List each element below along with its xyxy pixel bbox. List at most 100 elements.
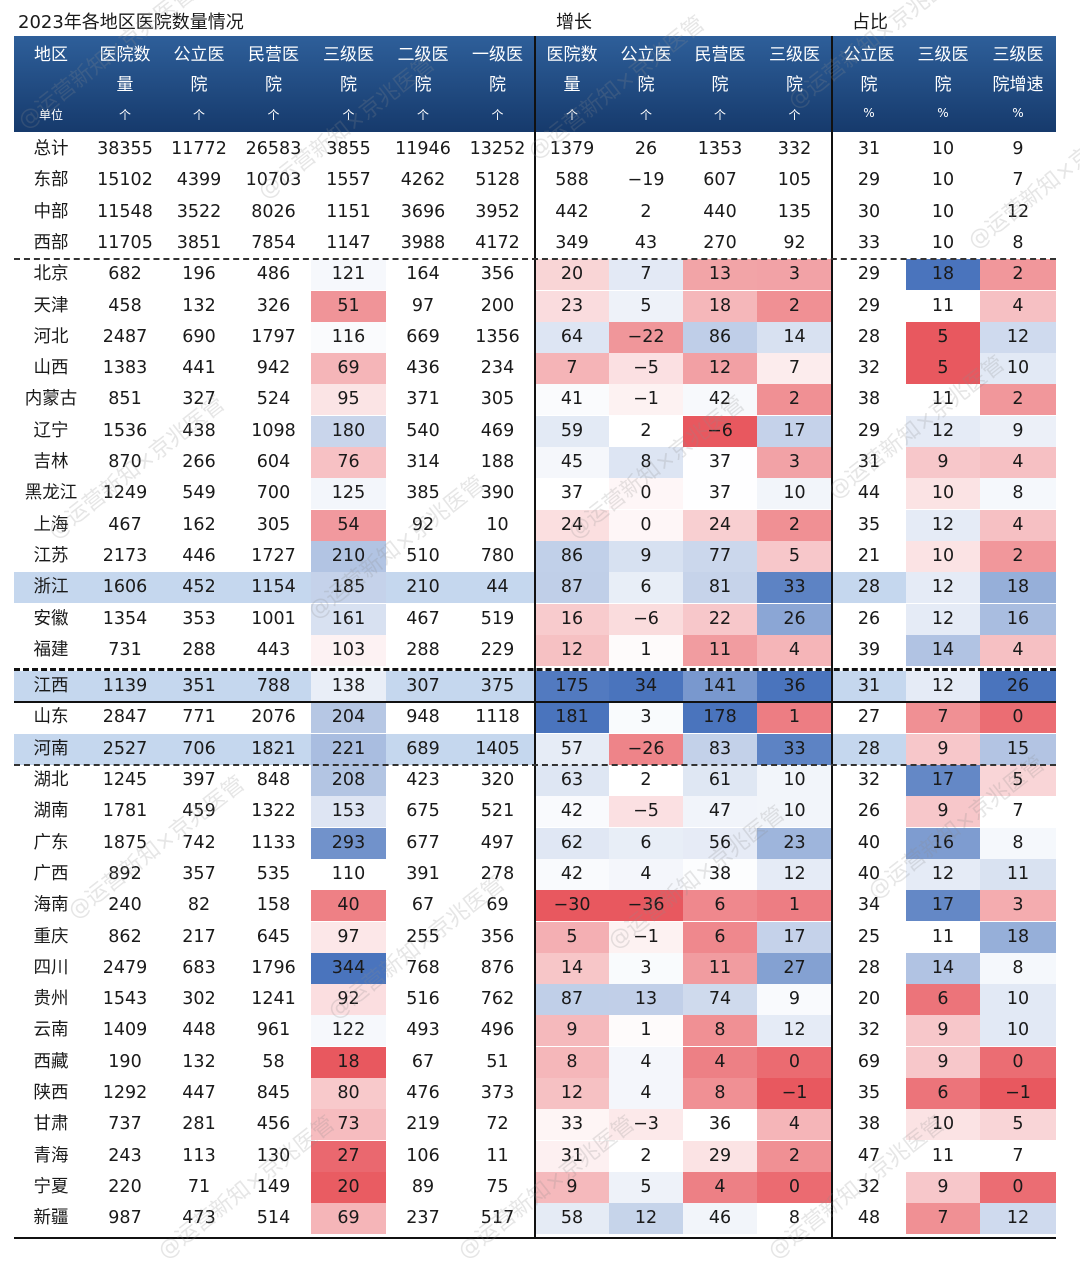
table-cell: 92: [411, 514, 435, 535]
table-cell: 17: [906, 765, 980, 796]
table-cell: 29: [857, 170, 881, 191]
table-cell: 29: [683, 1140, 757, 1172]
table-cell: 476: [406, 1083, 440, 1103]
table-cell: 356: [480, 926, 515, 947]
table-cell: 219: [406, 1114, 440, 1135]
column-header-line2: 院: [489, 75, 506, 95]
table-cell: 8: [980, 827, 1056, 859]
table-cell: 7: [906, 702, 980, 734]
table-cell: 243: [108, 1145, 142, 1166]
table-cell: −30: [535, 890, 609, 922]
table-cell: 1292: [102, 1083, 148, 1103]
table-cell: 27: [311, 1140, 386, 1172]
table-cell: 0: [609, 509, 683, 541]
table-cell: 7: [757, 353, 832, 385]
table-cell: 700: [256, 483, 291, 504]
table-cell: 517: [480, 1208, 515, 1229]
table-cell: 2: [757, 1140, 832, 1172]
table-cell: 467: [406, 608, 440, 629]
table-cell: 32: [857, 1176, 881, 1197]
table-cell: 5: [757, 540, 832, 572]
table-cell: 67: [411, 1051, 435, 1072]
dashed-rule: [14, 668, 1056, 672]
table-cell: 32: [857, 358, 881, 379]
table-cell: 141: [683, 671, 757, 703]
table-cell: 1322: [251, 801, 296, 822]
table-cell: 942: [256, 358, 291, 379]
table-cell: 31: [857, 676, 881, 697]
column-header-line1: 二级医: [397, 45, 449, 65]
table-cell: 1151: [326, 201, 371, 222]
region-label: 总计: [33, 139, 69, 159]
column-header-unit: 个: [713, 108, 726, 122]
column-header-line2: 院: [637, 75, 655, 95]
table-cell: 3: [757, 259, 832, 291]
table-cell: 7: [609, 259, 683, 291]
table-cell: 86: [535, 540, 609, 572]
table-cell: 158: [256, 895, 291, 916]
table-cell: 87: [535, 984, 609, 1016]
table-cell: 3: [980, 890, 1056, 922]
table-cell: 305: [256, 514, 291, 535]
table-cell: 44: [857, 483, 881, 504]
table-cell: 391: [406, 863, 440, 884]
table-cell: 9: [906, 1171, 980, 1203]
table-cell: 26583: [245, 139, 302, 159]
table-cell: 12: [906, 603, 980, 635]
table-cell: 26: [980, 671, 1056, 703]
table-cell: 25: [857, 926, 881, 947]
table-cell: 130: [256, 1145, 291, 1166]
region-label: 辽宁: [33, 420, 69, 441]
column-header-line2: 院: [786, 75, 803, 95]
table-cell: 1: [609, 634, 683, 666]
region-label: 浙江: [33, 577, 69, 598]
table-cell: 987: [108, 1208, 142, 1229]
region-label: 甘肃: [33, 1114, 69, 1135]
region-label: 西藏: [33, 1051, 69, 1072]
table-cell: 6: [609, 572, 683, 604]
table-cell: 540: [406, 420, 440, 441]
table-cell: 2487: [102, 326, 148, 347]
table-cell: 34: [857, 895, 881, 916]
table-cell: 9: [1012, 139, 1024, 159]
table-cell: 132: [182, 295, 216, 316]
region-label: 贵州: [33, 989, 69, 1010]
table-cell: 6: [609, 827, 683, 859]
table-cell: 38: [857, 1114, 881, 1135]
table-cell: 13252: [469, 139, 526, 159]
table-cell: 29: [857, 420, 881, 441]
table-cell: 92: [311, 984, 386, 1016]
table-cell: 23: [535, 290, 609, 322]
column-header-line2: 院: [414, 75, 432, 95]
table-cell: 10: [906, 540, 980, 572]
table-cell: 10: [757, 765, 832, 796]
table-cell: 237: [406, 1208, 440, 1229]
table-cell: −1: [757, 1078, 832, 1109]
table-cell: 356: [480, 264, 515, 285]
table-cell: 9: [757, 984, 832, 1016]
table-cell: 4: [609, 1078, 683, 1109]
table-cell: 607: [703, 170, 737, 191]
table-cell: 8: [1012, 232, 1024, 253]
table-cell: 4: [609, 1046, 683, 1078]
table-cell: 37: [683, 447, 757, 478]
region-label: 福建: [33, 639, 69, 660]
table-cell: 240: [108, 895, 142, 916]
table-cell: 18: [683, 290, 757, 322]
table-cell: 58: [535, 1203, 609, 1235]
table-cell: 28: [857, 957, 881, 978]
column-header-unit: 个: [192, 108, 205, 122]
region-label: 四川: [33, 957, 69, 978]
table-cell: 10703: [245, 170, 302, 191]
table-cell: 75: [486, 1176, 509, 1197]
table-cell: 14: [906, 952, 980, 984]
table-cell: 17: [757, 415, 832, 447]
table-cell: 3952: [475, 201, 520, 222]
table-cell: 24: [535, 509, 609, 541]
table-cell: 77: [683, 540, 757, 572]
table-cell: 2: [609, 765, 683, 796]
table-cell: 473: [182, 1208, 216, 1229]
table-cell: 14: [906, 634, 980, 666]
table-cell: 80: [311, 1078, 386, 1109]
table-cell: 11: [980, 858, 1056, 890]
